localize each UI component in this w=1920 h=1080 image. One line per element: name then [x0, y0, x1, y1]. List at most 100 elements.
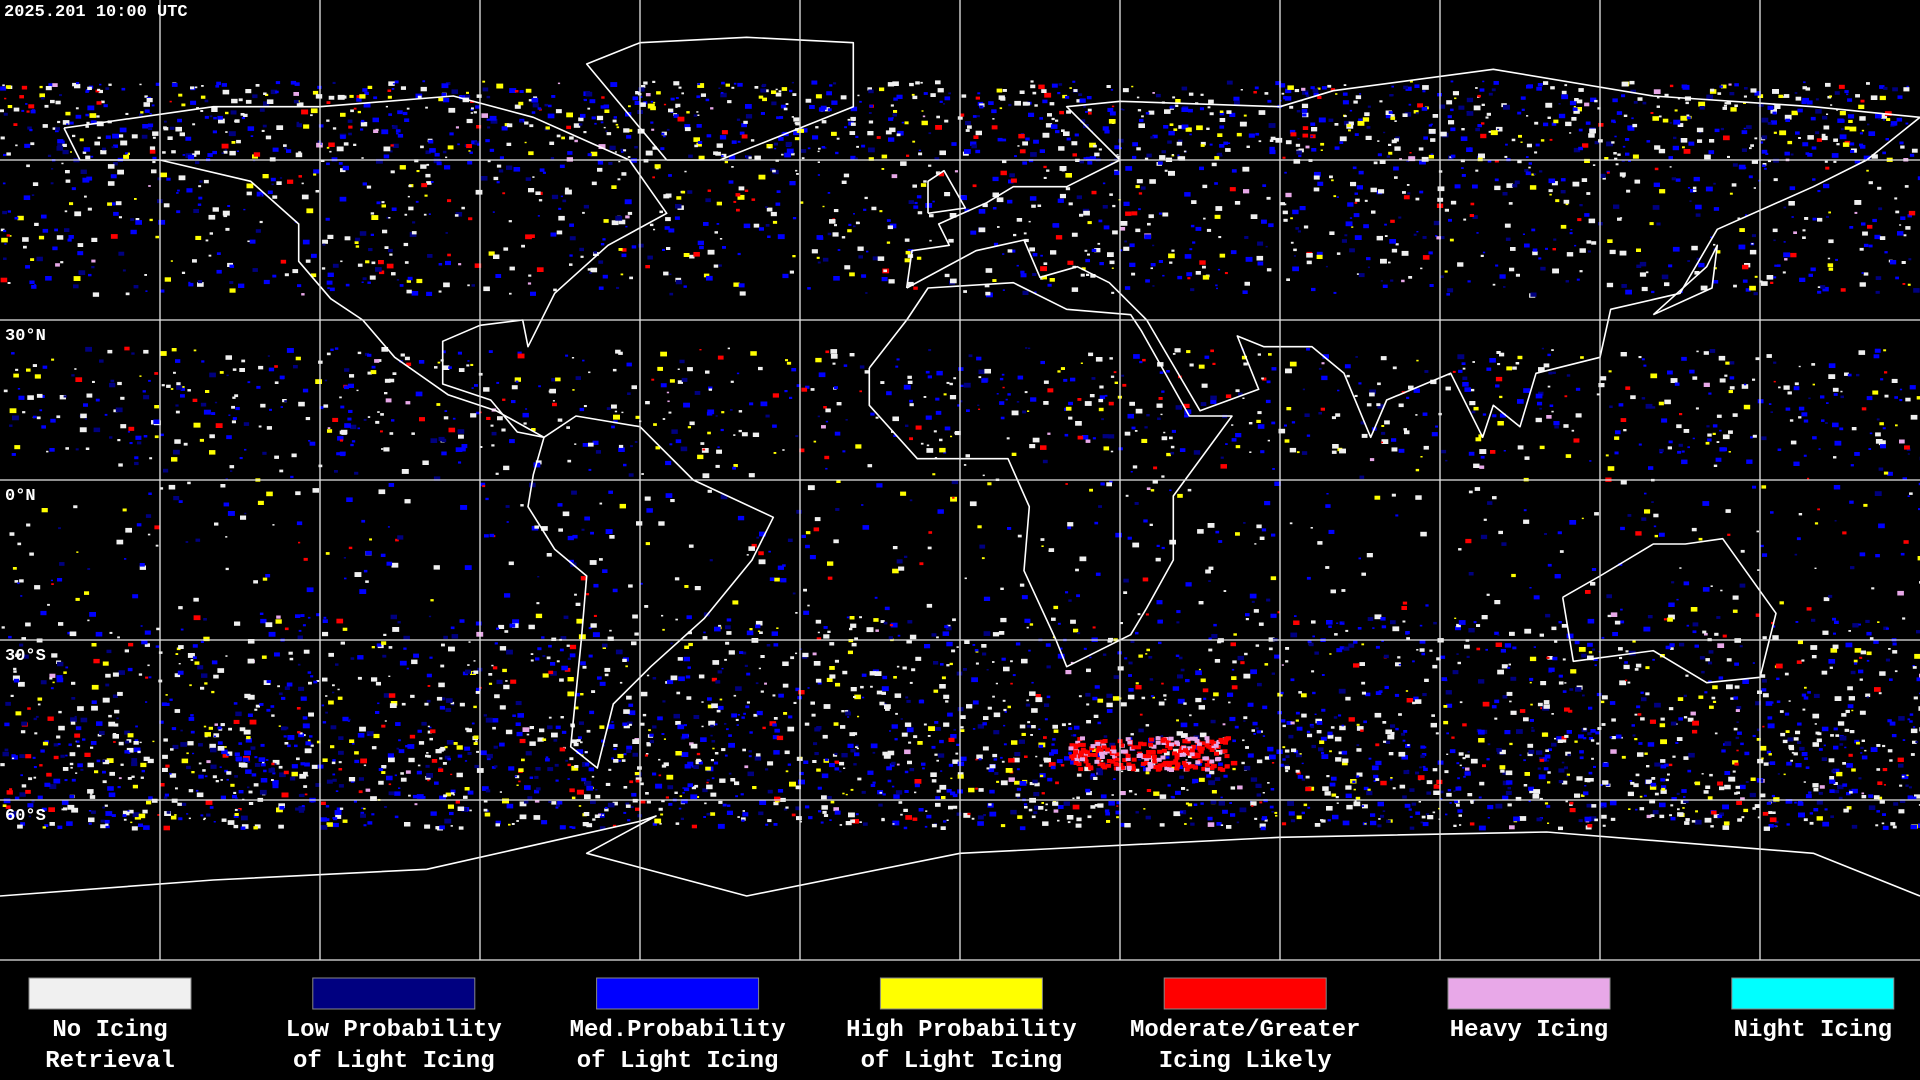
- icing-pixel: [1543, 363, 1550, 368]
- icing-pixel: [748, 156, 752, 159]
- icing-pixel: [233, 719, 240, 724]
- icing-pixel: [793, 701, 797, 704]
- icing-pixel: [822, 205, 825, 208]
- icing-pixel: [1314, 713, 1317, 715]
- icing-pixel: [64, 228, 70, 232]
- icing-pixel: [984, 284, 990, 288]
- icing-pixel: [919, 562, 924, 566]
- icing-pixel: [154, 372, 159, 375]
- icing-pixel: [1107, 639, 1112, 643]
- icing-pixel: [1710, 585, 1713, 587]
- icing-pixel: [1851, 427, 1857, 431]
- icing-pixel: [1124, 657, 1128, 660]
- icing-pixel: [1641, 697, 1647, 702]
- icing-pixel: [755, 620, 763, 626]
- icing-pixel: [1114, 170, 1121, 176]
- icing-pixel: [1161, 390, 1165, 393]
- icing-pixel: [1452, 670, 1459, 675]
- icing-pixel: [1834, 91, 1840, 95]
- icing-pixel: [1131, 426, 1136, 430]
- icing-pixel: [1547, 385, 1551, 388]
- icing-pixel: [1094, 521, 1099, 525]
- icing-pixel: [1357, 627, 1362, 630]
- icing-pixel: [1549, 138, 1553, 141]
- icing-pixel: [363, 102, 371, 108]
- icing-pixel: [225, 355, 232, 360]
- icing-pixel: [379, 270, 385, 275]
- icing-pixel: [496, 164, 502, 168]
- icing-pixel: [1811, 146, 1817, 150]
- icing-pixel: [665, 493, 673, 498]
- icing-pixel: [844, 265, 851, 270]
- icing-pixel: [816, 256, 820, 259]
- icing-pixel: [143, 435, 148, 438]
- icing-pixel: [33, 415, 37, 419]
- icing-pixel: [1505, 237, 1511, 241]
- icing-pixel: [1242, 166, 1250, 172]
- icing-pixel: [1208, 580, 1211, 582]
- icing-pixel: [1778, 94, 1784, 98]
- icing-pixel: [627, 156, 631, 158]
- icing-pixel: [1306, 253, 1313, 258]
- icing-pixel: [1391, 493, 1396, 497]
- icing-pixel: [1067, 522, 1074, 527]
- icing-pixel: [1156, 544, 1160, 547]
- icing-pixel: [641, 85, 646, 88]
- icing-pixel: [1135, 185, 1140, 189]
- icing-pixel: [1038, 84, 1045, 90]
- icing-pixel: [1102, 653, 1107, 656]
- icing-pixel: [17, 582, 20, 585]
- icing-pixel: [1225, 443, 1228, 445]
- icing-pixel: [474, 384, 478, 387]
- icing-pixel: [825, 467, 828, 470]
- icing-pixel: [1817, 508, 1820, 511]
- icing-pixel: [1526, 143, 1532, 148]
- icing-pixel: [816, 235, 823, 240]
- icing-pixel: [447, 199, 452, 203]
- icing-pixel: [753, 223, 760, 228]
- icing-pixel: [1446, 703, 1453, 708]
- icing-pixel: [1683, 429, 1690, 433]
- icing-pixel: [971, 144, 977, 149]
- icing-pixel: [511, 385, 518, 390]
- icing-pixel: [1136, 179, 1143, 184]
- icing-pixel: [1672, 246, 1680, 252]
- icing-pixel: [1212, 362, 1216, 365]
- icing-pixel: [754, 86, 759, 89]
- icing-pixel: [1168, 253, 1175, 259]
- icing-pixel: [1118, 447, 1123, 451]
- icing-pixel: [1042, 132, 1050, 138]
- icing-pixel: [504, 630, 509, 633]
- icing-pixel: [627, 392, 631, 395]
- icing-pixel: [1499, 274, 1506, 279]
- icing-pixel: [1231, 668, 1235, 671]
- icing-pixel: [389, 703, 397, 708]
- icing-pixel: [615, 123, 619, 126]
- icing-pixel: [1022, 410, 1027, 414]
- icing-pixel: [489, 115, 497, 121]
- icing-pixel: [1853, 659, 1858, 663]
- icing-pixel: [276, 125, 284, 130]
- icing-pixel: [836, 137, 840, 140]
- icing-pixel: [533, 462, 541, 468]
- icing-pixel: [145, 701, 148, 703]
- icing-pixel: [433, 158, 441, 164]
- icing-pixel: [1704, 691, 1708, 694]
- icing-pixel: [198, 196, 203, 200]
- icing-pixel: [1905, 397, 1911, 402]
- icing-pixel: [698, 155, 705, 160]
- icing-pixel: [1454, 97, 1457, 100]
- icing-pixel: [662, 418, 666, 420]
- icing-pixel: [1197, 529, 1204, 534]
- icing-pixel: [1185, 127, 1192, 132]
- icing-pixel: [849, 627, 853, 631]
- icing-pixel: [688, 544, 694, 548]
- icing-pixel: [896, 94, 903, 99]
- icing-pixel: [979, 544, 986, 549]
- icing-pixel: [813, 661, 821, 666]
- icing-pixel: [1547, 656, 1553, 660]
- icing-pixel: [1625, 289, 1632, 295]
- icing-pixel: [262, 124, 267, 128]
- icing-pixel: [1641, 358, 1645, 361]
- icing-pixel: [699, 245, 704, 250]
